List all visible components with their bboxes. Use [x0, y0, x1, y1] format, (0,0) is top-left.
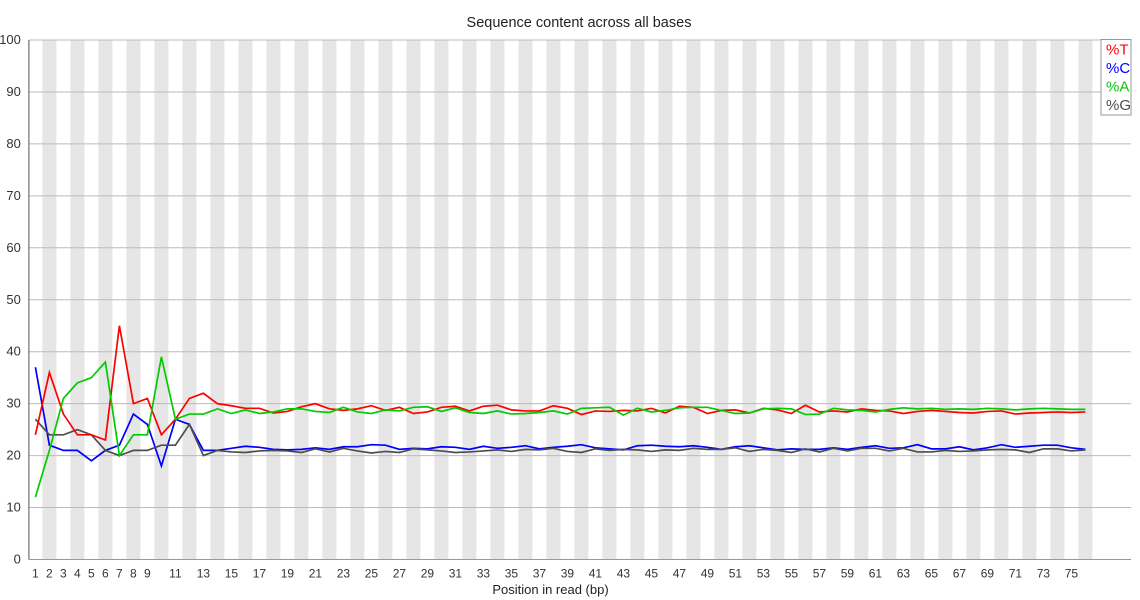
svg-text:5: 5	[88, 567, 95, 581]
svg-text:61: 61	[869, 567, 883, 581]
svg-text:%G: %G	[1106, 97, 1131, 114]
svg-text:51: 51	[729, 567, 743, 581]
svg-text:19: 19	[281, 567, 295, 581]
svg-text:15: 15	[225, 567, 239, 581]
svg-text:20: 20	[6, 448, 20, 463]
svg-text:30: 30	[6, 396, 20, 411]
svg-text:70: 70	[6, 188, 20, 203]
svg-text:25: 25	[365, 567, 379, 581]
svg-text:11: 11	[169, 567, 182, 581]
svg-text:2: 2	[46, 567, 53, 581]
svg-text:37: 37	[533, 567, 547, 581]
svg-text:75: 75	[1065, 567, 1079, 581]
svg-text:43: 43	[617, 567, 631, 581]
svg-text:90: 90	[6, 84, 20, 99]
svg-text:67: 67	[953, 567, 967, 581]
svg-text:49: 49	[701, 567, 715, 581]
svg-text:7: 7	[116, 567, 123, 581]
svg-text:47: 47	[673, 567, 687, 581]
svg-text:71: 71	[1009, 567, 1023, 581]
svg-text:9: 9	[144, 567, 151, 581]
svg-text:3: 3	[60, 567, 67, 581]
svg-text:6: 6	[102, 567, 109, 581]
svg-text:31: 31	[449, 567, 463, 581]
svg-text:10: 10	[6, 500, 20, 515]
svg-text:%C: %C	[1106, 60, 1130, 77]
svg-text:21: 21	[309, 567, 323, 581]
svg-text:65: 65	[925, 567, 939, 581]
svg-text:69: 69	[981, 567, 995, 581]
svg-text:41: 41	[589, 567, 603, 581]
svg-text:35: 35	[505, 567, 519, 581]
svg-text:39: 39	[561, 567, 575, 581]
svg-text:17: 17	[253, 567, 267, 581]
svg-text:53: 53	[757, 567, 771, 581]
svg-text:4: 4	[74, 567, 81, 581]
svg-text:1: 1	[32, 567, 39, 581]
svg-text:33: 33	[477, 567, 491, 581]
svg-text:%A: %A	[1106, 79, 1129, 96]
svg-text:29: 29	[421, 567, 435, 581]
svg-text:13: 13	[197, 567, 211, 581]
svg-text:80: 80	[6, 136, 20, 151]
svg-text:45: 45	[645, 567, 659, 581]
svg-text:55: 55	[785, 567, 799, 581]
svg-text:63: 63	[897, 567, 911, 581]
svg-text:%T: %T	[1106, 42, 1129, 59]
svg-text:60: 60	[6, 240, 20, 255]
svg-text:23: 23	[337, 567, 351, 581]
svg-text:50: 50	[6, 292, 20, 307]
svg-text:100: 100	[0, 32, 21, 47]
svg-text:27: 27	[393, 567, 407, 581]
svg-text:73: 73	[1037, 567, 1051, 581]
svg-text:40: 40	[6, 344, 20, 359]
svg-text:59: 59	[841, 567, 855, 581]
svg-text:0: 0	[14, 552, 21, 567]
svg-text:8: 8	[130, 567, 137, 581]
svg-text:57: 57	[813, 567, 827, 581]
